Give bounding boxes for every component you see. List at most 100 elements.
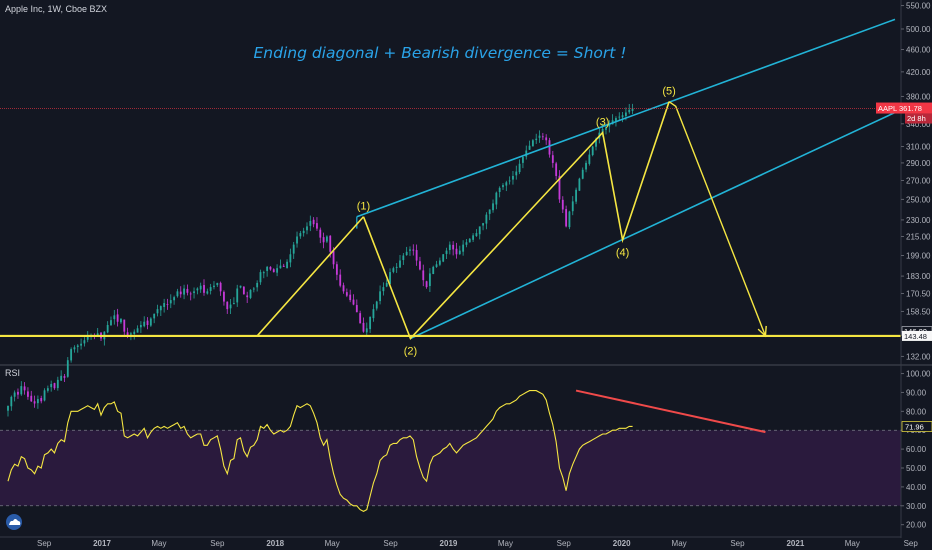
bearish-divergence-line xyxy=(575,389,766,434)
time-tick-label: May xyxy=(498,539,513,548)
candle-body xyxy=(502,185,504,188)
candle-body xyxy=(624,112,627,117)
rsi-band-fill xyxy=(0,430,901,506)
candle-body xyxy=(492,203,494,211)
projection-path xyxy=(668,101,767,337)
candle-body xyxy=(299,233,302,237)
time-axis[interactable]: Sep 2017 May Sep 2018 May Sep 2019 May Sep 2020 May… xyxy=(0,536,918,548)
candle-body xyxy=(442,254,445,262)
candle-body xyxy=(445,250,448,254)
candle-body xyxy=(269,266,272,270)
candle-body xyxy=(123,319,126,332)
candle-body xyxy=(236,288,239,303)
wave-label-5: (5) xyxy=(662,86,675,98)
wave-label-3: (3) xyxy=(596,117,609,129)
candle-body xyxy=(402,255,405,261)
rsi-tick-label: 50.00 xyxy=(906,464,927,473)
candle-body xyxy=(206,291,209,294)
candle-body xyxy=(565,209,568,227)
candle-body xyxy=(329,235,332,252)
candle-body xyxy=(465,242,468,245)
candle-body xyxy=(345,292,348,296)
candle-body xyxy=(322,237,325,243)
candle-body xyxy=(53,383,56,389)
candle-body xyxy=(136,328,139,333)
candle-body xyxy=(199,285,202,290)
candle-body xyxy=(239,285,242,288)
candle-body xyxy=(405,251,408,256)
candle-body xyxy=(120,318,122,323)
candle-body xyxy=(488,209,491,214)
candle-body xyxy=(375,301,378,309)
price-tick-label: 183.00 xyxy=(906,272,931,281)
candle-body xyxy=(581,169,584,179)
time-tick-label: Sep xyxy=(383,539,398,548)
time-tick-label: Sep xyxy=(730,539,745,548)
price-tick-label: 158.50 xyxy=(906,307,931,316)
candle-body xyxy=(302,230,305,234)
candle-body xyxy=(33,401,36,404)
candle-body xyxy=(379,291,381,302)
price-axis[interactable]: 550.00 500.00 460.00 420.00 380.00 340.00 310.… xyxy=(900,0,931,538)
candle-body xyxy=(409,249,411,251)
candle-body xyxy=(535,138,538,141)
candle-body xyxy=(478,226,481,235)
wave-lead-in-line xyxy=(256,216,365,337)
candle-body xyxy=(382,287,385,292)
time-tick-label: 2020 xyxy=(613,539,631,548)
candle-body xyxy=(541,136,544,138)
candle-body xyxy=(106,325,109,333)
price-tick-label: 380.00 xyxy=(906,92,931,101)
candle-body xyxy=(139,325,142,328)
candle-body xyxy=(399,260,401,268)
rsi-tick-label: 40.00 xyxy=(906,483,927,492)
current-price-badge xyxy=(876,102,932,114)
candle-body xyxy=(525,150,528,157)
rsi-pane[interactable] xyxy=(0,389,901,513)
candle-body xyxy=(252,288,255,290)
candle-body xyxy=(538,135,541,138)
price-pane[interactable]: (1) (2) (3) (4) (5) xyxy=(0,18,932,417)
candle-body xyxy=(259,272,262,283)
candle-body xyxy=(143,321,146,327)
candle-body xyxy=(571,201,574,212)
candle-body xyxy=(425,281,428,288)
candle-body xyxy=(475,233,478,237)
rsi-tick-label: 80.00 xyxy=(906,407,927,416)
wave-label-2: (2) xyxy=(404,345,417,357)
candle-body xyxy=(50,384,53,388)
candle-body xyxy=(232,303,235,305)
candle-body xyxy=(179,291,182,295)
candle-body xyxy=(419,261,421,270)
price-tick-label: 270.00 xyxy=(906,176,931,185)
candle-body xyxy=(43,390,46,401)
candle-body xyxy=(193,291,195,294)
candle-body xyxy=(561,199,564,210)
time-tick-label: Sep xyxy=(37,539,52,548)
candle-body xyxy=(498,187,501,192)
candle-body xyxy=(266,266,269,271)
candle-body xyxy=(223,291,225,302)
candle-body xyxy=(316,223,318,229)
price-tick-label: 460.00 xyxy=(906,45,931,54)
candle-body xyxy=(575,189,577,202)
candle-body xyxy=(30,395,33,402)
candle-body xyxy=(56,379,59,389)
time-tick-label: 2017 xyxy=(93,539,111,548)
candle-body xyxy=(392,268,395,272)
candle-body xyxy=(548,140,551,155)
rsi-tick-label: 30.00 xyxy=(906,502,927,511)
candle-body xyxy=(189,293,192,295)
candle-body xyxy=(126,332,129,336)
rsi-grid xyxy=(0,429,901,507)
candle-body xyxy=(605,127,607,130)
candle-body xyxy=(508,180,511,182)
price-tick-label: 500.00 xyxy=(906,25,931,34)
candle-body xyxy=(339,274,342,286)
time-tick-label: May xyxy=(672,539,687,548)
candle-body xyxy=(196,288,199,291)
candle-body xyxy=(608,123,611,127)
candle-body xyxy=(286,261,288,269)
